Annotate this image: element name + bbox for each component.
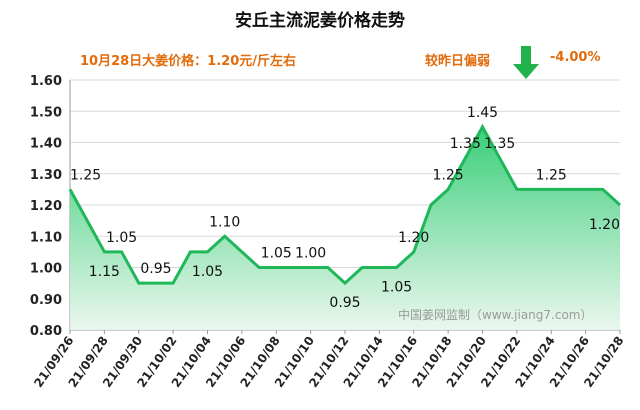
data-label: 1.00 bbox=[295, 246, 326, 262]
data-label: 0.95 bbox=[329, 295, 360, 311]
data-label: 1.20 bbox=[589, 217, 620, 233]
price-line bbox=[68, 123, 622, 286]
data-label: 0.95 bbox=[140, 261, 171, 277]
x-axis: 21/09/2621/09/2821/09/3021/10/0221/10/04… bbox=[31, 329, 626, 390]
change-value: -4.00% bbox=[550, 50, 601, 65]
data-label: 1.45 bbox=[467, 105, 498, 121]
price-series bbox=[68, 123, 622, 331]
y-axis: 0.80 0.90 1.00 1.10 1.20 1.30 1.40 1.50 1.60 bbox=[30, 74, 71, 339]
watermark: 中国姜网监制（www.jiang7.com） bbox=[398, 308, 593, 322]
data-label: 1.10 bbox=[209, 214, 240, 230]
y-tick-label: 1.20 bbox=[30, 199, 62, 214]
price-note: 10月28日大姜价格：1.20元/斤左右 bbox=[80, 54, 297, 69]
data-label: 1.25 bbox=[433, 167, 464, 183]
data-label: 1.05 bbox=[106, 230, 137, 246]
data-label: 1.15 bbox=[89, 264, 120, 280]
data-label: 1.25 bbox=[70, 167, 101, 183]
chart-title: 安丘主流泥姜价格走势 bbox=[235, 11, 405, 31]
change-label: 较昨日偏弱 bbox=[425, 54, 491, 69]
data-label: 1.05 bbox=[261, 246, 292, 262]
y-tick-label: 1.30 bbox=[30, 168, 62, 183]
y-tick-label: 1.50 bbox=[30, 105, 62, 120]
data-label: 1.35 bbox=[484, 136, 515, 152]
data-label: 1.05 bbox=[192, 264, 223, 280]
y-tick-label: 1.40 bbox=[30, 137, 62, 152]
down-arrow-icon bbox=[513, 46, 539, 79]
price-area bbox=[70, 126, 620, 331]
y-tick-label: 1.10 bbox=[30, 230, 62, 245]
data-label: 1.35 bbox=[450, 136, 481, 152]
y-tick-label: 1.00 bbox=[30, 262, 62, 277]
y-tick-label: 0.90 bbox=[30, 293, 62, 308]
data-label: 1.25 bbox=[536, 167, 567, 183]
data-labels: 1.251.151.050.95 1.051.101.05 1.000.951.05… bbox=[70, 105, 620, 311]
y-tick-label: 0.80 bbox=[30, 324, 62, 339]
data-label: 1.05 bbox=[381, 280, 412, 296]
y-tick-label: 1.60 bbox=[30, 74, 62, 89]
data-label: 1.20 bbox=[398, 230, 429, 246]
